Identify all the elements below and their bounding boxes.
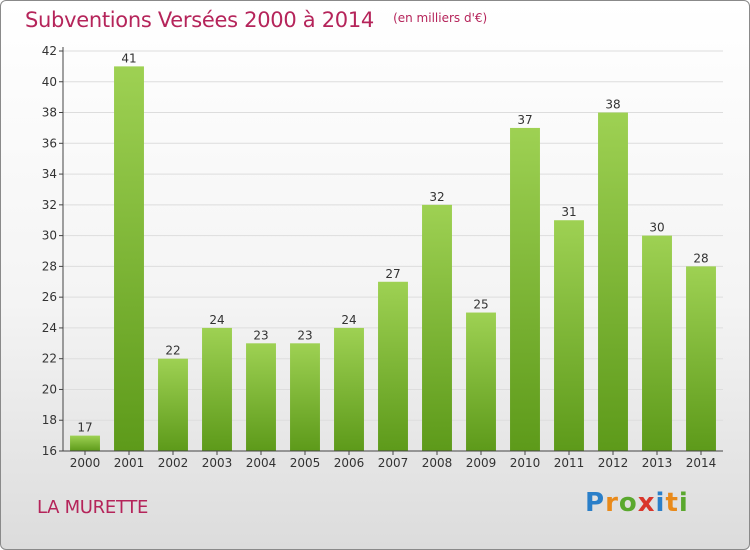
- bar-value-label: 22: [165, 344, 180, 358]
- title-row: Subventions Versées 2000 à 2014 (en mill…: [25, 8, 487, 32]
- x-tick-label: 2004: [246, 456, 277, 470]
- bar-value-label: 24: [341, 313, 356, 327]
- bar-2001: [114, 66, 144, 451]
- y-tick-label: 40: [42, 75, 57, 89]
- y-tick-label: 24: [42, 321, 57, 335]
- bar-value-label: 24: [209, 313, 224, 327]
- bar-value-label: 32: [429, 190, 444, 204]
- y-tick-label: 42: [42, 44, 57, 58]
- x-tick-label: 2009: [466, 456, 497, 470]
- bar-2009: [466, 312, 496, 451]
- logo-letter: r: [605, 488, 619, 518]
- logo-letter: P: [585, 488, 606, 518]
- bar-2010: [510, 127, 540, 451]
- bar-2014: [686, 266, 716, 451]
- x-tick-label: 2013: [642, 456, 673, 470]
- logo-letter: i: [655, 488, 666, 518]
- bar-value-label: 30: [649, 221, 664, 235]
- bar-2003: [202, 327, 232, 451]
- x-tick-label: 2014: [686, 456, 717, 470]
- bar-2004: [246, 343, 276, 451]
- bar-value-label: 37: [517, 113, 532, 127]
- bars: [70, 66, 716, 452]
- y-tick-label: 30: [42, 229, 57, 243]
- commune-name: LA MURETTE: [37, 497, 149, 518]
- logo-letter: t: [665, 488, 679, 518]
- bar-value-label: 17: [77, 421, 92, 435]
- y-tick-label: 38: [42, 106, 57, 120]
- logo-letter: o: [618, 488, 638, 518]
- bar-value-label: 28: [693, 251, 708, 265]
- bar-2011: [554, 220, 584, 451]
- labels: 16 18 20 22 24 26 28 30 32 34 36 38 40 42 17 2000 41 2001…: [42, 44, 717, 470]
- bar-2007: [378, 281, 408, 451]
- bar-2006: [334, 327, 364, 451]
- x-tick-label: 2010: [510, 456, 541, 470]
- chart-title: Subventions Versées 2000 à 2014: [25, 8, 374, 32]
- x-tick-label: 2001: [114, 456, 145, 470]
- bar-value-label: 27: [385, 267, 400, 281]
- y-tick-label: 34: [42, 167, 57, 181]
- y-tick-label: 26: [42, 290, 57, 304]
- logo-letter: i: [678, 488, 689, 518]
- bar-2012: [598, 112, 628, 452]
- y-tick-label: 36: [42, 136, 57, 150]
- x-tick-label: 2008: [422, 456, 453, 470]
- bar-2002: [158, 358, 188, 451]
- chart-unit-label: (en milliers d'€): [393, 11, 488, 25]
- y-tick-label: 20: [42, 382, 57, 396]
- x-tick-label: 2005: [290, 456, 321, 470]
- x-tick-label: 2003: [202, 456, 233, 470]
- x-tick-label: 2000: [70, 456, 101, 470]
- x-tick-label: 2007: [378, 456, 409, 470]
- x-tick-label: 2006: [334, 456, 365, 470]
- logo-letter: x: [637, 488, 656, 518]
- y-tick-label: 16: [42, 444, 57, 458]
- bar-2013: [642, 235, 672, 451]
- y-tick-label: 18: [42, 413, 57, 427]
- bar-value-label: 23: [297, 328, 312, 342]
- y-tick-label: 22: [42, 352, 57, 366]
- bar-value-label: 31: [561, 205, 576, 219]
- bar-value-label: 38: [605, 98, 620, 112]
- x-tick-label: 2012: [598, 456, 629, 470]
- y-tick-label: 32: [42, 198, 57, 212]
- bar-2008: [422, 204, 452, 451]
- x-tick-label: 2011: [554, 456, 585, 470]
- axes: [59, 47, 723, 455]
- y-tick-label: 28: [42, 259, 57, 273]
- x-tick-label: 2002: [158, 456, 189, 470]
- bar-value-label: 41: [121, 51, 136, 65]
- bar-value-label: 25: [473, 298, 488, 312]
- bar-value-label: 23: [253, 328, 268, 342]
- proxiti-logo: Proxiti: [585, 488, 689, 518]
- bar-2000: [70, 435, 100, 451]
- bar-2005: [290, 343, 320, 451]
